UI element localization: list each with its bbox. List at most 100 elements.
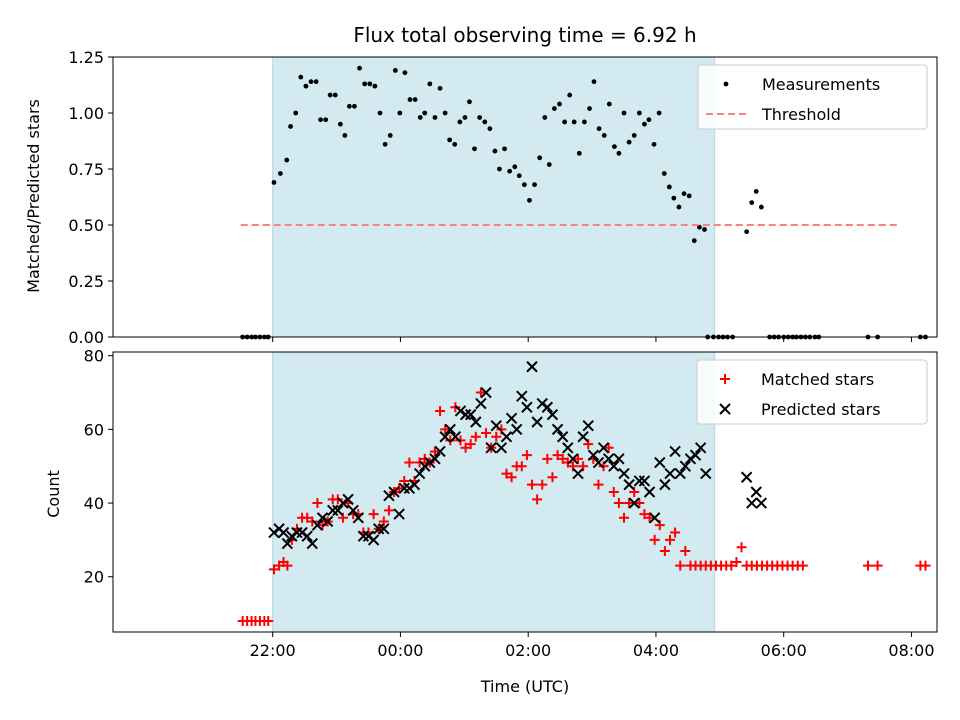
measurement-point: [377, 110, 383, 116]
matched-stars-point: [659, 545, 670, 556]
matched-stars-point: [593, 479, 604, 490]
measurement-point: [346, 103, 352, 109]
matched-stars-point: [731, 557, 742, 567]
measurement-point: [313, 79, 319, 85]
matched-stars-point: [506, 472, 517, 483]
predicted-stars-point: [526, 361, 538, 373]
matched-stars-point: [368, 509, 379, 520]
predicted-stars-point: [613, 453, 625, 465]
measurement-point: [271, 180, 277, 185]
top-panel: 0.00 0.25 0.50 0.75 1.00 1.25 Measurements Thre…: [68, 48, 938, 347]
measurement-point: [467, 99, 472, 105]
predicted-stars-point: [403, 482, 416, 495]
observing-window-span: [272, 56, 716, 338]
legend: Matched stars Predicted stars: [696, 359, 928, 425]
predicted-stars-point: [633, 475, 646, 487]
measurement-point: [646, 117, 652, 123]
measurement-point: [497, 166, 502, 172]
predicted-stars-point: [434, 445, 446, 458]
matched-stars-point: [552, 450, 563, 461]
measurement-point: [749, 200, 755, 206]
observing-window-span: [272, 351, 716, 633]
measurement-point: [744, 229, 750, 235]
predicted-stars-point: [516, 390, 528, 402]
measurement-point: [502, 146, 507, 152]
measurement-point: [442, 110, 448, 116]
measurement-point: [606, 101, 612, 107]
predicted-stars-point: [521, 401, 533, 413]
predicted-stars-point: [383, 489, 395, 502]
matched-stars-point: [302, 512, 313, 523]
x-tick-label: 02:00: [505, 641, 551, 660]
predicted-stars-point: [531, 416, 543, 428]
y-tick-label: 80: [84, 347, 104, 366]
matched-stars-point: [481, 428, 492, 439]
measurement-point: [417, 115, 423, 120]
predicted-stars-point: [449, 431, 462, 443]
matched-stars-point: [619, 512, 630, 523]
predicted-stars-point: [485, 442, 497, 454]
matched-stars-point: [414, 457, 425, 468]
measurement-point: [676, 204, 682, 210]
matched-stars-point: [263, 615, 274, 626]
legend-label: Matched stars: [761, 370, 874, 389]
predicted-stars-point: [398, 482, 410, 495]
predicted-stars-point: [750, 486, 762, 498]
predicted-stars-point: [281, 537, 294, 550]
matched-stars-point: [470, 431, 481, 442]
predicted-stars-point: [419, 460, 431, 472]
measurement-point: [477, 115, 483, 120]
measurement-point: [546, 162, 552, 167]
predicted-stars-point: [556, 431, 569, 443]
measurement-point: [382, 141, 388, 147]
predicted-stars-point: [342, 493, 354, 506]
measurement-point: [582, 119, 587, 125]
legend-box: [697, 64, 928, 130]
measurement-point: [562, 119, 568, 125]
measurement-point: [397, 110, 403, 116]
predicted-stars-point: [480, 386, 492, 399]
measurement-point: [691, 238, 697, 244]
predicted-stars-point: [393, 508, 405, 520]
measurement-point: [362, 81, 368, 87]
measurement-point: [432, 115, 438, 120]
measurement-point: [462, 115, 468, 120]
measurement-point: [352, 103, 357, 109]
predicted-stars-point: [439, 431, 451, 443]
predicted-stars-point: [638, 475, 651, 487]
matched-stars-point: [460, 442, 471, 453]
predicted-stars-point: [505, 412, 518, 425]
predicted-stars-point: [572, 467, 584, 480]
predicted-stars-point: [536, 397, 548, 410]
predicted-stars-point: [408, 478, 421, 491]
predicted-stars-point: [475, 397, 487, 410]
measurement-point: [323, 117, 329, 123]
measurement-point: [372, 83, 378, 89]
measurement-point: [681, 191, 687, 197]
matched-stars-point: [736, 542, 747, 553]
legend-marker: [723, 81, 729, 87]
predicted-stars-point: [490, 419, 502, 432]
measurement-point: [303, 83, 309, 89]
measurement-point: [437, 85, 443, 91]
predicted-stars-point: [277, 526, 290, 539]
matched-stars-point: [383, 505, 394, 516]
predicted-stars-point: [577, 431, 589, 443]
measurement-point: [591, 79, 597, 85]
measurement-point: [696, 224, 702, 230]
matched-stars-point: [532, 494, 543, 505]
predicted-stars-point: [618, 467, 630, 480]
matched-stars-point: [521, 450, 532, 461]
matched-stars-point: [644, 512, 655, 523]
measurement-point: [656, 110, 662, 116]
measurement-point: [542, 115, 548, 120]
bottom-y-axis-label: Count: [44, 470, 63, 518]
measurement-point: [457, 119, 463, 125]
predicted-stars-point: [567, 453, 579, 465]
predicted-stars-point: [495, 442, 508, 454]
chart-title: Flux total observing time = 6.92 h: [353, 23, 696, 47]
bottom-panel: 20 40 60 80 22:00 00:00 02:00 04:00 06:00 08:00 Ma…: [84, 347, 938, 660]
matched-stars-point: [675, 560, 686, 571]
predicted-stars-point: [597, 442, 610, 454]
predicted-stars-point: [587, 449, 600, 461]
